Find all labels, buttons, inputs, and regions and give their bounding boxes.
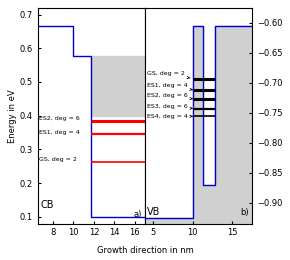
Text: ES2, deg = 6: ES2, deg = 6: [39, 116, 79, 121]
Polygon shape: [145, 218, 193, 224]
Text: ES1, deg = 4: ES1, deg = 4: [39, 130, 79, 135]
Polygon shape: [193, 26, 203, 224]
Text: ES1, deg = 4: ES1, deg = 4: [146, 83, 193, 90]
Y-axis label: Energy in eV: Energy in eV: [8, 89, 17, 142]
Text: GS, deg = 2: GS, deg = 2: [39, 157, 77, 162]
Text: VB: VB: [147, 207, 161, 217]
Text: a): a): [134, 210, 142, 219]
Polygon shape: [215, 26, 252, 224]
Polygon shape: [203, 185, 215, 224]
Text: ES2, deg = 6: ES2, deg = 6: [146, 93, 193, 100]
Text: b): b): [240, 207, 249, 217]
Text: Growth direction in nm: Growth direction in nm: [97, 246, 193, 255]
Text: ES3, deg = 6: ES3, deg = 6: [146, 104, 193, 109]
Polygon shape: [91, 56, 145, 116]
Text: ES4, deg = 4: ES4, deg = 4: [146, 114, 193, 119]
Text: GS, deg = 2: GS, deg = 2: [146, 71, 190, 79]
Text: CB: CB: [41, 200, 54, 210]
